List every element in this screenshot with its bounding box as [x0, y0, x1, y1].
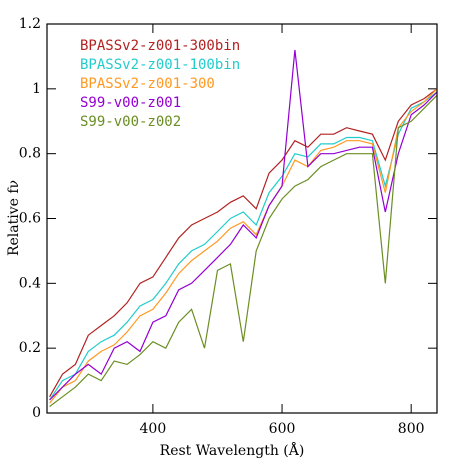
series-line [49, 88, 438, 404]
y-tick-label: 0.4 [19, 275, 41, 291]
legend-entry: S99-v00-z001 [80, 95, 181, 111]
series-line [49, 49, 438, 401]
y-tick-label: 1 [32, 81, 41, 97]
x-tick-label: 400 [140, 421, 167, 437]
legend-entry: S99-v00-z002 [80, 114, 181, 130]
legend-entry: BPASSv2-z001-300 [80, 76, 215, 92]
series-line [49, 91, 438, 401]
legend-entry: BPASSv2-z001-100bin [80, 57, 240, 73]
series-line [49, 88, 438, 398]
y-tick-label: 0.8 [19, 146, 41, 162]
legend-entry: BPASSv2-z001-300bin [80, 38, 240, 54]
series-line [49, 94, 438, 407]
x-axis-label: Rest Wavelength (Å) [160, 441, 305, 459]
y-tick-label: 0.6 [19, 211, 41, 227]
y-axis-label: Relative fν [6, 180, 22, 256]
x-tick-label: 600 [269, 421, 296, 437]
y-tick-label: 0.2 [19, 340, 41, 356]
y-tick-label: 1.2 [19, 16, 41, 32]
y-tick-label: 0 [32, 405, 41, 421]
x-tick-label: 800 [398, 421, 425, 437]
plot-frame [46, 23, 438, 414]
